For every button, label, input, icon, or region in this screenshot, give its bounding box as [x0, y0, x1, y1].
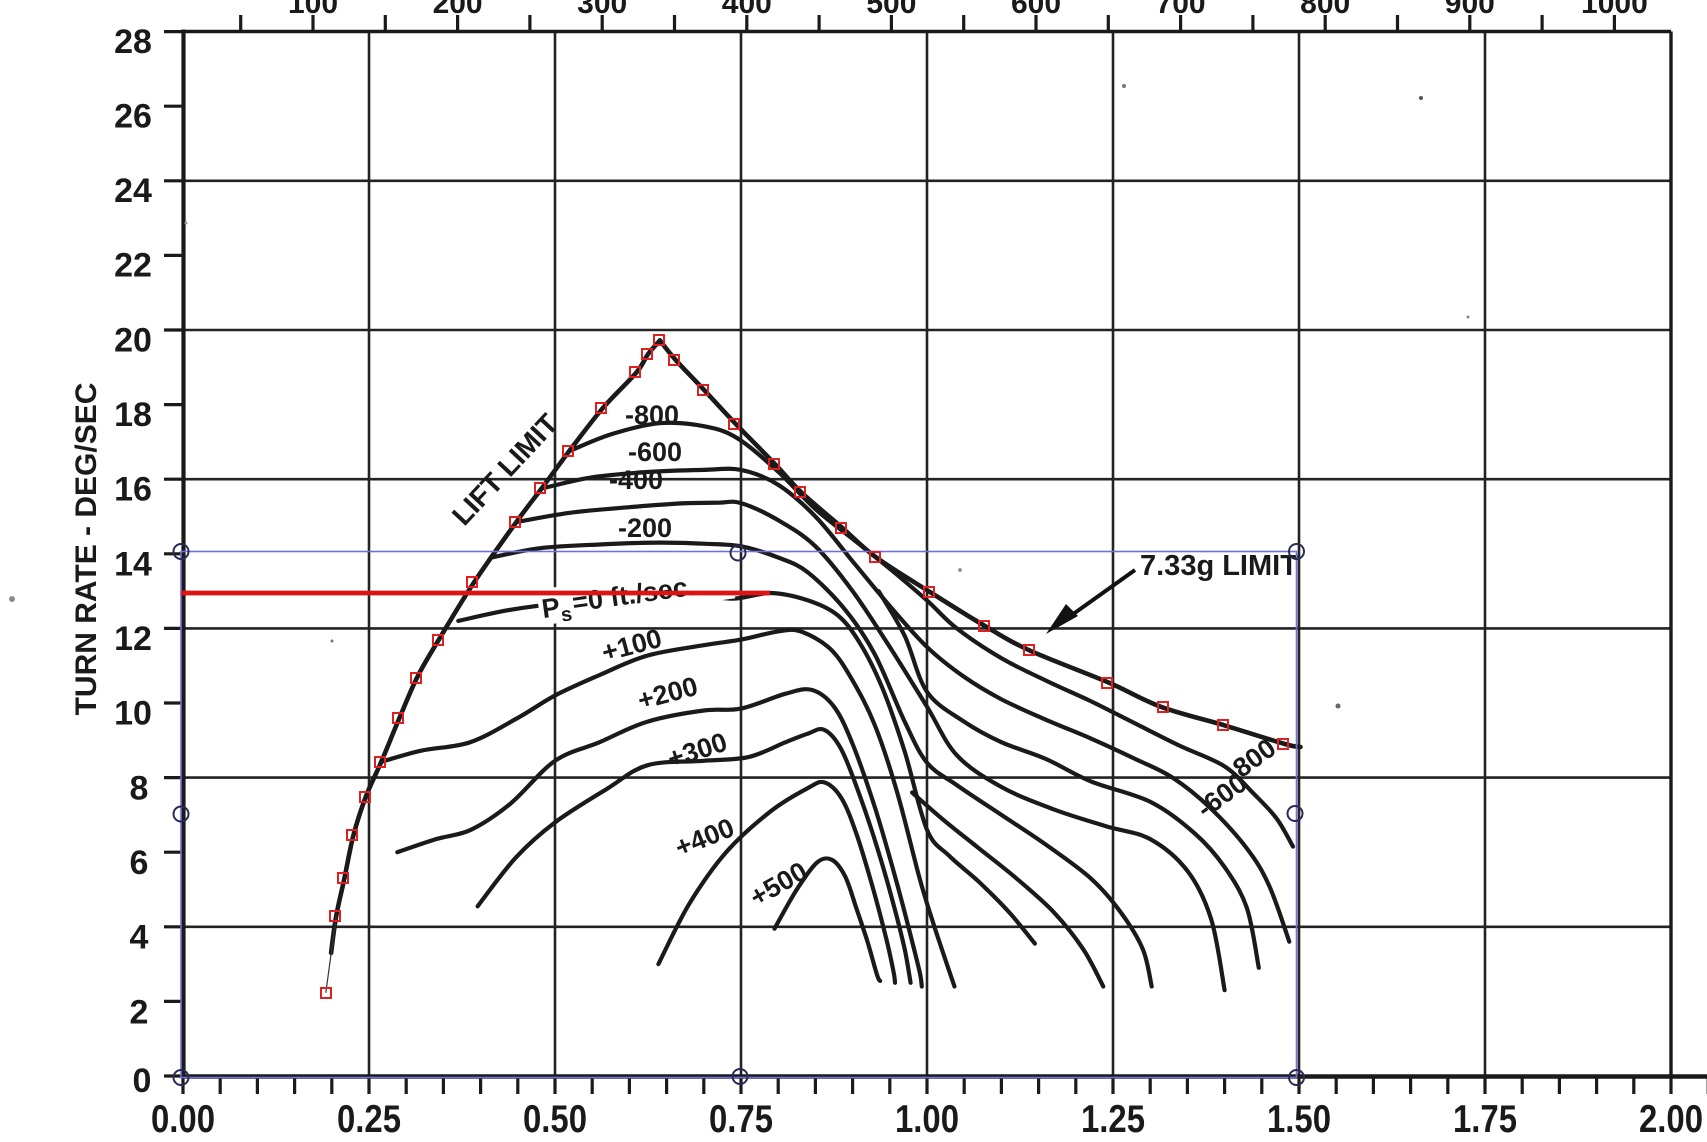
svg-text:8: 8 — [130, 769, 149, 807]
svg-text:22: 22 — [114, 247, 152, 285]
svg-text:1000: 1000 — [1581, 0, 1648, 20]
svg-text:0.50: 0.50 — [523, 1098, 587, 1137]
svg-text:700: 700 — [1156, 0, 1206, 20]
svg-text:4: 4 — [130, 919, 149, 957]
svg-text:-400: -400 — [609, 465, 663, 495]
svg-text:14: 14 — [114, 545, 152, 583]
svg-text:P: P — [540, 592, 562, 624]
svg-text:-200: -200 — [618, 513, 672, 543]
svg-text:800: 800 — [1300, 0, 1350, 20]
svg-text:1.50: 1.50 — [1267, 1098, 1331, 1137]
svg-text:0: 0 — [133, 1062, 152, 1100]
svg-text:28: 28 — [114, 23, 152, 61]
svg-text:16: 16 — [114, 471, 152, 509]
svg-text:20: 20 — [114, 321, 152, 359]
svg-text:1.25: 1.25 — [1081, 1098, 1145, 1137]
svg-text:400: 400 — [722, 0, 772, 20]
svg-text:s: s — [559, 603, 573, 626]
svg-text:12: 12 — [114, 620, 152, 658]
svg-text:0.00: 0.00 — [151, 1098, 215, 1137]
svg-text:2.00: 2.00 — [1639, 1098, 1703, 1137]
svg-text:2: 2 — [130, 993, 149, 1031]
svg-text:7.33g LIMIT: 7.33g LIMIT — [1140, 550, 1298, 582]
svg-text:1.00: 1.00 — [895, 1098, 959, 1137]
svg-text:600: 600 — [1011, 0, 1061, 20]
svg-text:TURN RATE - DEG/SEC: TURN RATE - DEG/SEC — [70, 383, 103, 716]
svg-text:300: 300 — [577, 0, 627, 20]
svg-text:10: 10 — [114, 695, 152, 733]
svg-text:6: 6 — [130, 844, 149, 882]
svg-text:-800: -800 — [625, 400, 679, 430]
svg-text:900: 900 — [1445, 0, 1495, 20]
svg-text:0.75: 0.75 — [709, 1098, 773, 1137]
svg-text:100: 100 — [288, 0, 338, 20]
svg-text:18: 18 — [114, 396, 152, 434]
svg-text:26: 26 — [114, 97, 152, 135]
svg-text:500: 500 — [866, 0, 916, 20]
svg-text:200: 200 — [433, 0, 483, 20]
svg-text:-600: -600 — [628, 437, 682, 467]
svg-text:0.25: 0.25 — [337, 1098, 401, 1137]
svg-text:24: 24 — [114, 172, 152, 210]
svg-text:1.75: 1.75 — [1453, 1098, 1517, 1137]
